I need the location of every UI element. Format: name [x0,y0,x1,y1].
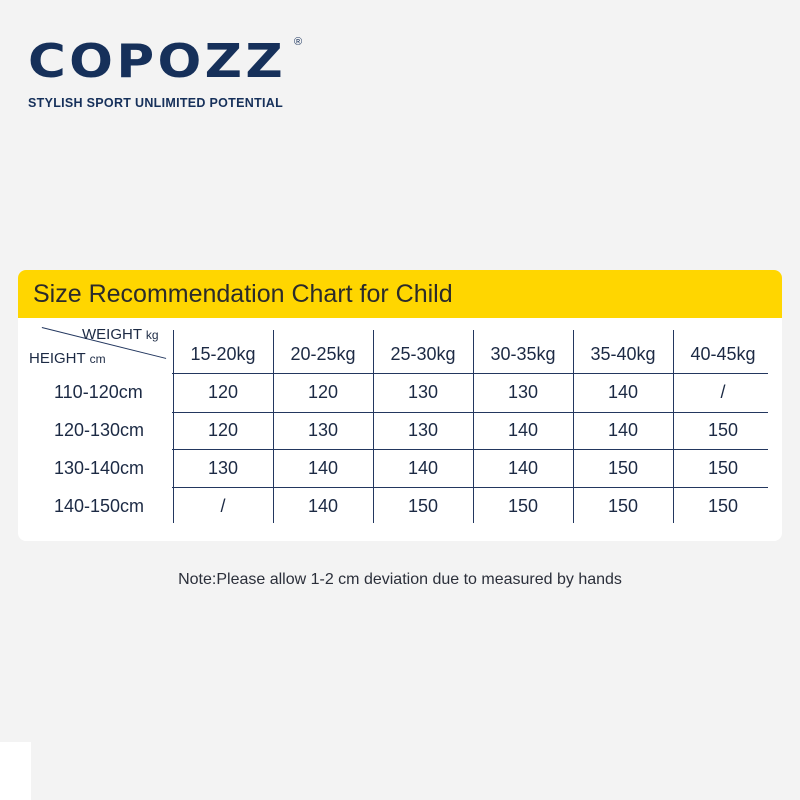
size-cell: 140 [307,496,339,516]
column-divider [573,330,574,523]
column-divider [673,330,674,523]
row-divider [172,373,768,374]
row-divider [172,487,768,488]
column-header: 15-20kg [190,344,256,364]
row-height-label: 120-130cm [54,420,145,440]
size-cell: 150 [407,496,439,516]
size-cell: 150 [607,458,639,478]
registered-mark: ® [294,36,303,48]
size-cell: 120 [207,382,239,402]
size-cell: / [720,382,726,402]
size-chart-title-bar: Size Recommendation Chart for Child [18,270,782,318]
row-height-label: 110-120cm [54,382,143,402]
size-cell: 140 [607,382,639,402]
size-cell: 150 [607,496,639,516]
weight-label-text: WEIGHT [82,326,142,343]
column-divider [273,330,274,523]
size-cell: 130 [507,382,539,402]
size-chart-table: WEIGHT kg HEIGHT cm 15-20kg 20-25kg 25-30k… [18,318,782,541]
size-cell: 140 [407,458,439,478]
size-cell: 140 [507,420,539,440]
size-cell: 150 [707,458,739,478]
row-divider [172,412,768,413]
column-divider [173,330,174,523]
size-cell: 130 [307,420,339,440]
row-height-label: 140-150cm [54,496,145,516]
column-header: 40-45kg [690,344,756,364]
corner-patch [0,742,31,800]
size-cell: 120 [307,382,339,402]
size-cell: 150 [707,496,739,516]
weight-unit-text: kg [145,328,159,342]
brand-block: COPOZZ ® STYLISH SPORT UNLIMITED POTENTI… [28,34,302,110]
column-header: 30-35kg [490,344,556,364]
row-height-label: 130-140cm [54,458,145,478]
brand-logo: COPOZZ [28,34,287,88]
size-cell: 140 [307,458,339,478]
corner-weight-label: WEIGHT kg [82,326,159,343]
corner-height-label: HEIGHT cm [29,350,106,367]
size-cell: 140 [507,458,539,478]
brand-tagline: STYLISH SPORT UNLIMITED POTENTIAL [28,96,284,110]
size-cell: 130 [407,420,439,440]
size-cell: 120 [207,420,239,440]
height-unit-text: cm [89,352,106,366]
column-divider [473,330,474,523]
column-header: 35-40kg [590,344,656,364]
size-cell: 140 [607,420,639,440]
measurement-note: Note:Please allow 1-2 cm deviation due t… [178,571,622,588]
size-cell: / [220,496,226,516]
size-cell: 150 [507,496,539,516]
column-header: 25-30kg [390,344,456,364]
size-chart-title: Size Recommendation Chart for Child [33,279,453,308]
size-cell: 130 [207,458,239,478]
column-divider [373,330,374,523]
row-divider [172,449,768,450]
height-label-text: HEIGHT [29,350,86,367]
column-header: 20-25kg [290,344,356,364]
size-cell: 150 [707,420,739,440]
size-cell: 130 [407,382,439,402]
size-chart-card: Size Recommendation Chart for Child WEIG… [18,270,782,541]
